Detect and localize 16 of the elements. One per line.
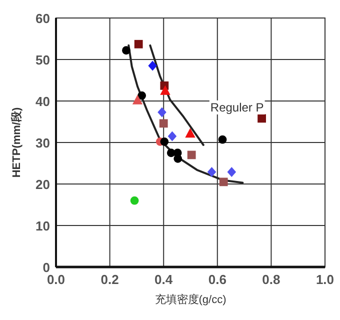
x-tick-label: 1.0 [316, 272, 334, 287]
y-tick-label: 30 [36, 136, 50, 150]
x-tick-label: 0.2 [100, 272, 119, 287]
y-axis-title: HETP(mm/段) [10, 107, 23, 178]
y-tick-label: 60 [36, 11, 50, 26]
y-tick-label: 0 [42, 260, 50, 275]
x-tick-label: 0.4 [154, 272, 174, 287]
x-axis-title: 充填密度(g/cc) [154, 293, 226, 306]
y-tick-label: 50 [36, 52, 50, 68]
x-tick-label: 0.0 [46, 272, 66, 287]
x-tick-label: 0.8 [262, 272, 280, 287]
x-tick-label: 0.6 [208, 272, 226, 287]
annotation: Reguler P [210, 100, 264, 114]
y-tick-label: 10 [36, 218, 50, 234]
y-tick-label: 40 [36, 94, 50, 109]
y-tick-label: 20 [36, 177, 50, 192]
